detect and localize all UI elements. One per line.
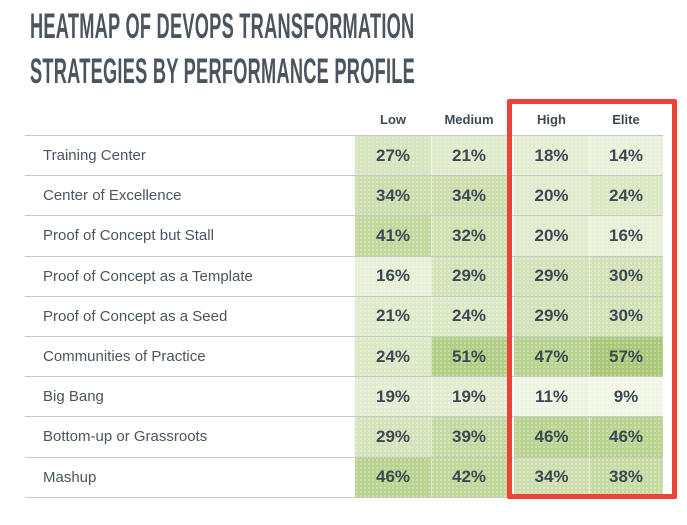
row-label: Center of Excellence: [43, 187, 182, 205]
column-group-gap: [507, 417, 514, 457]
page-title-line-1: HEATMAP OF DEVOPS TRANSFORMATION: [30, 7, 415, 46]
heatmap-cell: 42%: [431, 457, 507, 497]
column-group-gap: [507, 296, 514, 336]
heatmap-cell: 57%: [589, 336, 663, 377]
heatmap-cell: 27%: [355, 136, 431, 176]
table-row-mashup: Mashup 46% 42% 34% 38%: [25, 457, 663, 498]
heatmap-cell: 29%: [514, 296, 589, 336]
table-row-proof-of-concept-as-a-seed: Proof of Concept as a Seed 21% 24% 29% 30%: [25, 296, 663, 337]
table-row-training-center: Training Center 27% 21% 18% 14%: [25, 136, 663, 177]
heatmap-cell: 29%: [514, 256, 589, 296]
column-header-low: Low: [380, 112, 406, 127]
heatmap-cell: 29%: [431, 256, 507, 296]
heatmap-cell: 46%: [589, 417, 663, 457]
heatmap-cell: 24%: [355, 336, 431, 377]
heatmap-cell: 47%: [514, 336, 589, 377]
heatmap-table: Low Medium High Elite Training Center 27% 21%…: [25, 104, 663, 498]
row-label: Proof of Concept as a Template: [43, 267, 253, 285]
table-row-proof-of-concept-as-a-template: Proof of Concept as a Template 16% 29% 29% 3…: [25, 256, 663, 297]
heatmap-cell: 30%: [589, 296, 663, 336]
heatmap-cell: 32%: [431, 216, 507, 256]
heatmap-cell: 14%: [589, 136, 663, 176]
row-label: Proof of Concept as a Seed: [43, 307, 228, 325]
table-row-bottom-up-or-grassroots: Bottom-up or Grassroots 29% 39% 46% 46%: [25, 417, 663, 458]
table-row-big-bang: Big Bang 19% 19% 11% 9%: [25, 377, 663, 418]
heatmap-cell: 34%: [431, 176, 507, 216]
heatmap-cell: 39%: [431, 417, 507, 457]
table-row-communities-of-practice: Communities of Practice 24% 51% 47% 57%: [25, 336, 663, 378]
heatmap-header-row: Low Medium High Elite: [25, 104, 663, 135]
column-header-elite: Elite: [612, 112, 640, 127]
row-label: Big Bang: [43, 388, 104, 406]
row-label: Communities of Practice: [43, 348, 206, 366]
heatmap-cell: 34%: [355, 176, 431, 216]
column-group-gap: [507, 176, 514, 216]
heatmap-cell: 29%: [355, 417, 431, 457]
heatmap-cell: 24%: [431, 296, 507, 336]
column-group-gap: [507, 136, 514, 176]
heatmap-cell: 41%: [355, 216, 431, 256]
heatmap-cell: 46%: [355, 457, 431, 497]
heatmap-cell: 11%: [514, 377, 589, 417]
heatmap-cell: 46%: [514, 417, 589, 457]
heatmap-cell: 30%: [589, 256, 663, 296]
column-header-high: High: [537, 112, 566, 127]
heatmap-cell: 19%: [431, 377, 507, 417]
column-group-gap: [507, 377, 514, 417]
column-group-gap: [507, 336, 514, 377]
column-header-medium: Medium: [444, 112, 494, 127]
heatmap-cell: 20%: [514, 216, 589, 256]
row-label: Training Center: [43, 147, 146, 165]
heatmap-cell: 19%: [355, 377, 431, 417]
column-group-gap: [507, 457, 514, 497]
row-label: Mashup: [43, 468, 97, 486]
table-row-proof-of-concept-but-stall: Proof of Concept but Stall 41% 32% 20% 16%: [25, 216, 663, 257]
heatmap-cell: 9%: [589, 377, 663, 417]
heatmap-cell: 34%: [514, 457, 589, 497]
heatmap-cell: 21%: [355, 296, 431, 336]
heatmap-cell: 51%: [431, 336, 507, 377]
heatmap-cell: 20%: [514, 176, 589, 216]
row-label: Proof of Concept but Stall: [43, 227, 214, 245]
heatmap-cell: 18%: [514, 136, 589, 176]
heatmap-cell: 24%: [589, 176, 663, 216]
heatmap-cell: 21%: [431, 136, 507, 176]
heatmap-cell: 38%: [589, 457, 663, 497]
row-label: Bottom-up or Grassroots: [43, 428, 208, 446]
heatmap-cell: 16%: [355, 256, 431, 296]
column-group-gap: [507, 216, 514, 256]
column-group-gap: [507, 256, 514, 296]
heatmap-body: Training Center 27% 21% 18% 14% Center of Exc…: [25, 135, 663, 498]
page-title: HEATMAP OF DEVOPS TRANSFORMATION STRATEG…: [30, 4, 415, 94]
table-row-center-of-excellence: Center of Excellence 34% 34% 20% 24%: [25, 176, 663, 217]
page-title-line-2: STRATEGIES BY PERFORMANCE PROFILE: [30, 52, 416, 91]
heatmap-cell: 16%: [589, 216, 663, 256]
